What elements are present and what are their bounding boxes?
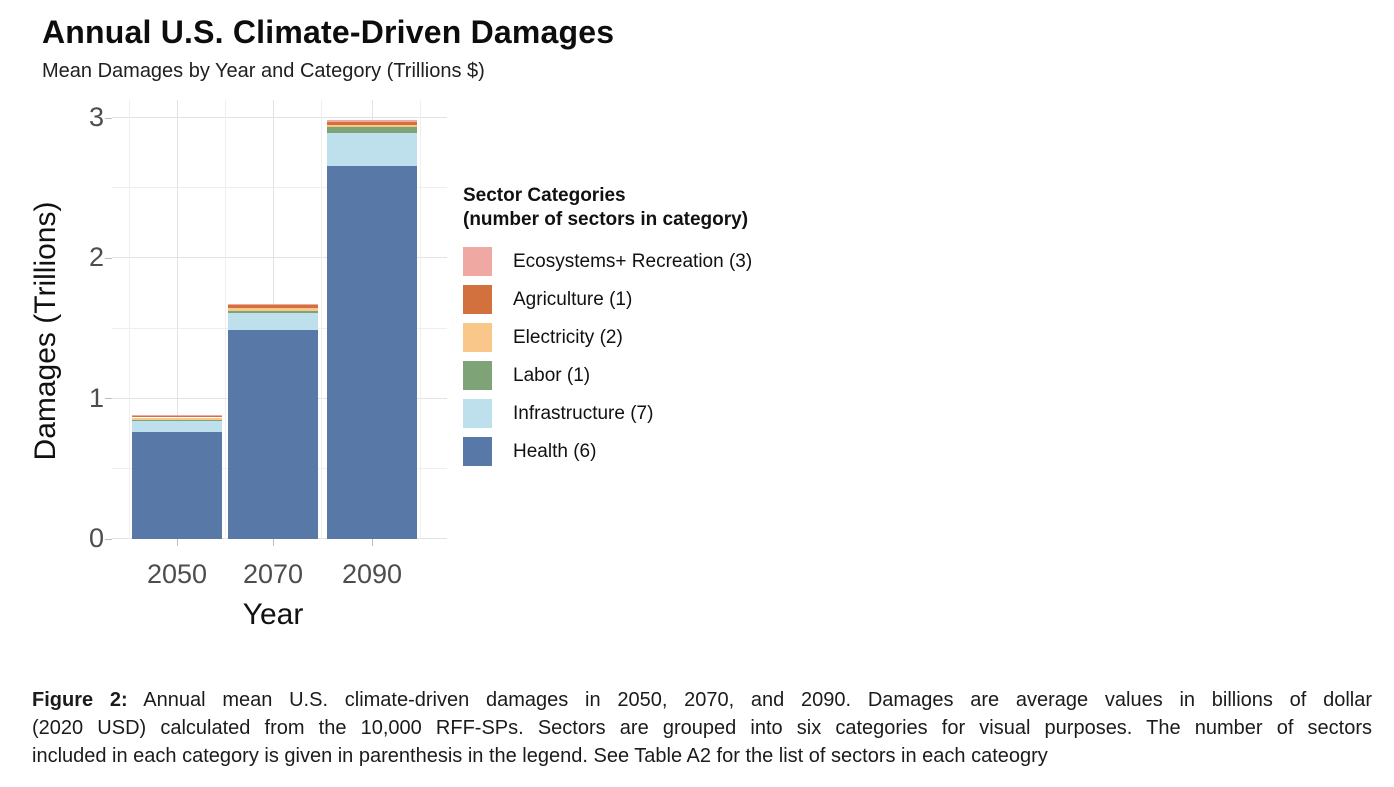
legend-item-health-6: Health (6) [463,437,883,466]
bar-2090-segment-ecosystems-recreation-3 [327,119,417,122]
minor-gridline-x [420,100,421,539]
x-tick-mark-2050 [177,539,178,546]
major-gridline-x-2050 [177,100,178,539]
x-axis-title: Year [242,598,304,631]
major-gridline-y [112,117,447,119]
bar-2050-segment-agriculture-1 [132,415,222,418]
legend-item-infrastructure-7: Infrastructure (7) [463,399,883,428]
bar-2050-segment-electricity-2 [132,417,222,421]
bar-2050-segment-infrastructure-7 [132,421,222,433]
chart-title: Annual U.S. Climate-Driven Damages [42,14,615,50]
y-tick-label-0: 0 [88,523,104,553]
bar-2050-segment-labor-1 [132,420,222,422]
x-tick-label-2050: 2050 [146,559,208,589]
figure-caption: Figure 2: Annual mean U.S. climate-drive… [32,686,1372,770]
x-tick-mark-2090 [372,539,373,546]
legend: Sector Categories (number of sectors in … [463,184,883,475]
bar-2090-segment-health-6 [327,165,417,539]
y-tick-mark-2 [105,257,112,259]
y-tick-label-2: 2 [88,242,104,273]
y-tick-mark-0 [105,538,112,540]
bar-2090-segment-electricity-2 [327,125,417,128]
minor-gridline-x [129,100,130,539]
minor-gridline-x [321,100,322,539]
caption-line-3: included in each category is given in pa… [32,745,1048,767]
legend-label: Ecosystems+ Recreation (3) [513,250,753,272]
legend-title: Sector Categories (number of sectors in … [463,184,883,232]
legend-swatch-infrastructure-7 [463,399,492,428]
legend-title-line-2: (number of sectors in category) [463,209,749,230]
legend-item-ecosystems-recreation-3: Ecosystems+ Recreation (3) [463,247,883,276]
caption-line-1: Figure 2: Annual mean U.S. climate-drive… [32,686,1372,714]
chart-subtitle: Mean Damages by Year and Category (Trill… [42,60,485,82]
x-tick-label-2090: 2090 [341,559,403,589]
bar-2070-segment-labor-1 [228,310,318,314]
bar-2050-segment-health-6 [132,432,222,539]
legend-label: Labor (1) [513,364,591,386]
y-tick-mark-1 [105,398,112,400]
caption-figure-label: Figure 2: [32,689,128,711]
caption-line-2: (2020 USD) calculated from the 10,000 RF… [32,717,1372,739]
minor-gridline-y [112,187,447,189]
legend-title-line-1: Sector Categories [463,185,626,206]
y-tick-mark-3 [105,117,112,119]
bar-2090-segment-labor-1 [327,127,417,134]
bar-2090-segment-infrastructure-7 [327,133,417,166]
y-axis-title: Damages (Trillions) [29,201,62,461]
legend-label: Electricity (2) [513,326,623,348]
minor-gridline-x [225,100,226,539]
y-tick-label-1: 1 [88,382,104,413]
x-tick-label-2070: 2070 [242,559,304,589]
legend-label: Infrastructure (7) [513,402,654,424]
legend-item-electricity-2: Electricity (2) [463,323,883,352]
bar-2070-segment-health-6 [228,329,318,539]
legend-label: Agriculture (1) [513,288,633,310]
legend-swatch-health-6 [463,437,492,466]
legend-items: Ecosystems+ Recreation (3) Agriculture (1… [463,247,883,466]
x-tick-mark-2070 [273,539,274,546]
legend-swatch-agriculture-1 [463,285,492,314]
bar-2090-segment-agriculture-1 [327,121,417,126]
plot-area [105,100,447,546]
legend-item-labor-1: Labor (1) [463,361,883,390]
bar-2070-segment-agriculture-1 [228,304,318,308]
legend-swatch-electricity-2 [463,323,492,352]
legend-swatch-labor-1 [463,361,492,390]
bar-2050-segment-ecosystems-recreation-3 [132,414,222,416]
bar-2070-segment-electricity-2 [228,307,318,311]
legend-label: Health (6) [513,440,597,462]
y-tick-label-3: 3 [88,102,104,132]
major-gridline-y [112,257,447,259]
bar-2070-segment-infrastructure-7 [228,313,318,330]
legend-item-agriculture-1: Agriculture (1) [463,285,883,314]
bar-2070-segment-ecosystems-recreation-3 [228,303,318,305]
caption-text-1: Annual mean U.S. climate-driven damages … [127,689,1373,711]
legend-swatch-ecosystems-recreation-3 [463,247,492,276]
